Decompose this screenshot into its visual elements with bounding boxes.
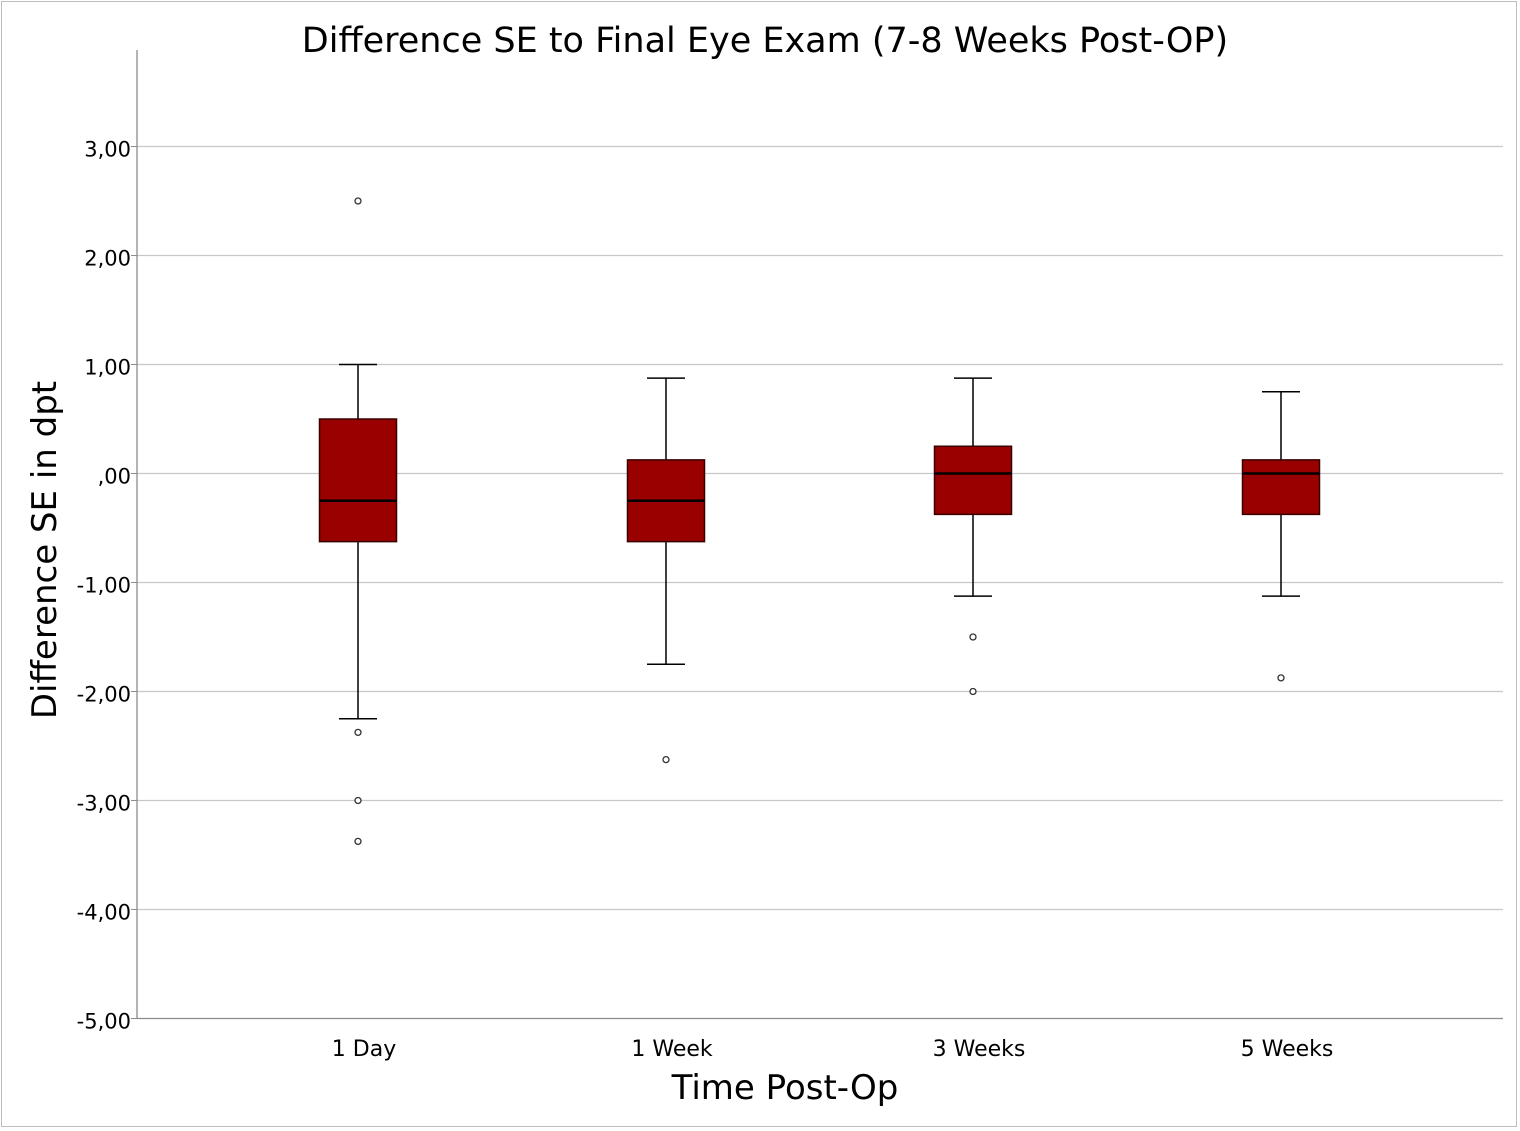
x-tick-label: 5 Weeks xyxy=(1241,1037,1334,1062)
x-tick-label: 1 Day xyxy=(332,1037,396,1062)
box-group xyxy=(626,377,706,764)
box-series xyxy=(318,197,1321,846)
y-tick-label: -5,00 xyxy=(77,1010,131,1034)
outlier-point xyxy=(354,728,362,737)
y-tick-labels: 3,00 2,00 1,00 ,00 -1,00 -2,00 -3,00 -4,00 -5,00 xyxy=(77,138,131,1034)
y-axis-title: Difference SE in dpt xyxy=(25,381,65,719)
y-tick-label: -1,00 xyxy=(77,574,131,598)
outlier-point xyxy=(969,633,977,641)
y-tick-label: 2,00 xyxy=(84,247,131,271)
y-tick-label: ,00 xyxy=(98,465,131,489)
y-tick-label: -2,00 xyxy=(77,683,131,707)
x-tick-labels: 1 Day 1 Week 3 Weeks 5 Weeks xyxy=(332,1037,1334,1062)
y-tick-label: 3,00 xyxy=(84,138,131,162)
x-axis-title: Time Post-Op xyxy=(671,1068,899,1108)
x-tick-label: 1 Week xyxy=(631,1037,713,1062)
y-tick-label: -3,00 xyxy=(77,792,131,816)
outlier-point xyxy=(354,837,362,846)
box-group xyxy=(318,197,398,846)
box-iqr xyxy=(318,418,398,543)
box-iqr xyxy=(933,445,1013,516)
outlier-point xyxy=(662,755,670,764)
outlier-point xyxy=(969,687,977,696)
x-tick-label: 3 Weeks xyxy=(933,1037,1026,1062)
y-tick-label: 1,00 xyxy=(84,356,131,380)
outlier-point xyxy=(354,197,362,205)
box-group xyxy=(933,377,1013,696)
outlier-point xyxy=(354,796,362,805)
box-group xyxy=(1241,391,1321,682)
gridlines xyxy=(137,145,1503,911)
axes xyxy=(131,50,1503,1020)
box-iqr xyxy=(1241,459,1321,516)
chart-title: Difference SE to Final Eye Exam (7-8 Wee… xyxy=(302,21,1228,61)
y-tick-label: -4,00 xyxy=(77,901,131,925)
outlier-point xyxy=(1277,674,1285,682)
